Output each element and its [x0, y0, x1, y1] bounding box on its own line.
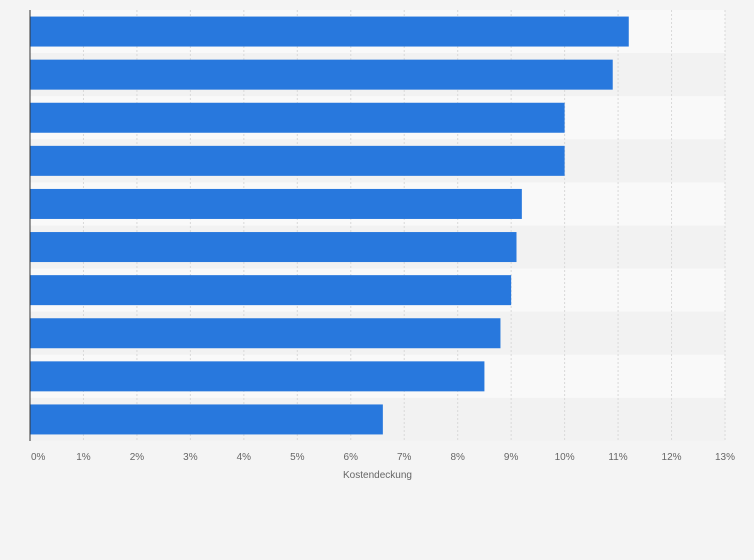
bar[interactable]	[30, 361, 485, 392]
x-tick-labels: 0% 1% 2% 3% 4% 5% 6% 7% 8% 9% 10% 11% 12% 13%	[31, 452, 735, 463]
x-tick-label: 13%	[715, 452, 735, 463]
bar[interactable]	[30, 102, 565, 133]
x-tick-label: 3%	[183, 452, 198, 463]
x-tick-label: 1%	[76, 452, 91, 463]
bar[interactable]	[30, 404, 383, 435]
x-tick-label: 5%	[290, 452, 305, 463]
x-axis-title: Kostendeckung	[343, 470, 412, 481]
bar[interactable]	[30, 188, 522, 219]
bar[interactable]	[30, 232, 517, 263]
x-tick-label: 6%	[344, 452, 359, 463]
bar[interactable]	[30, 16, 629, 47]
x-tick-label: 7%	[397, 452, 412, 463]
bar[interactable]	[30, 275, 512, 306]
bar[interactable]	[30, 318, 501, 349]
x-tick-label: 9%	[504, 452, 519, 463]
x-tick-label: 11%	[608, 452, 627, 463]
bar[interactable]	[30, 145, 565, 176]
bar[interactable]	[30, 59, 613, 90]
x-tick-label: 4%	[237, 452, 252, 463]
bars	[30, 16, 629, 435]
x-tick-label: 0%	[31, 452, 46, 463]
x-tick-label: 10%	[555, 452, 575, 463]
x-tick-label: 2%	[130, 452, 145, 463]
x-tick-label: 12%	[662, 452, 682, 463]
x-tick-label: 8%	[450, 452, 465, 463]
